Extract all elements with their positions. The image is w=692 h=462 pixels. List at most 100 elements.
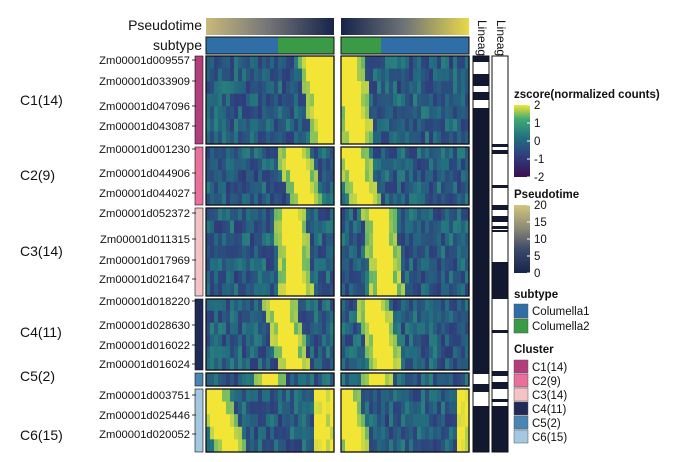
heat-cell — [218, 358, 223, 371]
heat-cell — [369, 283, 374, 297]
heat-cell — [206, 220, 211, 234]
heat-cell — [210, 106, 215, 120]
heat-cell — [401, 346, 406, 359]
heat-cell — [270, 118, 275, 133]
heat-cell — [318, 68, 323, 82]
heat-cell — [218, 373, 223, 387]
heat-cell — [357, 118, 362, 133]
heat-cell — [230, 426, 235, 440]
heat-cell — [214, 220, 219, 234]
heat-cell — [230, 322, 235, 336]
heat-cell — [238, 147, 243, 160]
heat-cell — [441, 299, 446, 312]
heat-cell — [218, 322, 223, 336]
heat-cell — [357, 81, 362, 95]
heat-cell — [421, 193, 426, 206]
heat-cell — [461, 258, 466, 272]
heat-cell — [397, 414, 402, 428]
heat-cell — [445, 401, 450, 415]
heat-cell — [218, 299, 223, 312]
heat-cell — [397, 334, 402, 347]
heat-cell — [242, 68, 247, 82]
heat-cell — [226, 193, 231, 206]
heat-cell — [413, 299, 418, 312]
heat-cell — [397, 373, 402, 387]
cluster-legend: Cluster C1(14)C2(9)C3(14)C4(11)C5(2)C6(1… — [513, 344, 567, 444]
heat-cell — [381, 439, 386, 453]
heat-cell — [278, 56, 283, 70]
heat-cell — [206, 181, 211, 194]
heat-cell — [417, 401, 422, 415]
heat-cell — [457, 233, 462, 247]
heat-cell — [457, 193, 462, 206]
heat-cell — [246, 233, 251, 247]
heat-cell — [262, 106, 267, 120]
heat-cell — [381, 346, 386, 359]
heat-cell — [377, 310, 382, 324]
lineage-gap — [473, 100, 489, 108]
heat-cell — [266, 334, 271, 347]
heat-cell — [298, 208, 303, 222]
heat-cell — [294, 439, 299, 453]
heat-cell — [274, 389, 279, 403]
heat-cell — [286, 158, 291, 171]
heat-cell — [437, 334, 442, 347]
heat-cell — [393, 118, 398, 133]
heat-cell — [318, 283, 323, 297]
heat-cell — [369, 310, 374, 324]
heat-cell — [286, 414, 291, 428]
heat-cell — [290, 68, 295, 82]
heat-cell — [310, 158, 315, 171]
heat-cell — [453, 56, 458, 70]
heat-cell — [310, 346, 315, 359]
heat-cell — [234, 334, 239, 347]
heat-cell — [397, 322, 402, 336]
heat-cell — [214, 158, 219, 171]
heat-cell — [234, 131, 239, 145]
heat-cell — [230, 118, 235, 133]
heat-cell — [441, 346, 446, 359]
heat-cell — [453, 426, 458, 440]
heat-cell — [421, 346, 426, 359]
heat-cell — [226, 81, 231, 95]
heat-cell — [238, 334, 243, 347]
heat-cell — [401, 170, 406, 183]
heat-cell — [401, 158, 406, 171]
heat-cell — [385, 270, 390, 285]
gene-label: Zm00001d043087 — [99, 121, 190, 133]
heat-cell — [413, 193, 418, 206]
heat-cell — [210, 233, 215, 247]
heat-cell — [318, 389, 323, 403]
heat-cell — [385, 245, 390, 259]
heat-cell — [445, 373, 450, 387]
heat-cell — [298, 358, 303, 371]
heat-cell — [210, 358, 215, 371]
heat-cell — [242, 147, 247, 160]
heat-cell — [310, 426, 315, 440]
heat-cell — [254, 233, 259, 247]
heat-cell — [214, 106, 219, 120]
heat-cell — [310, 373, 315, 387]
heat-cell — [282, 68, 287, 82]
heat-cell — [365, 426, 370, 440]
heat-cell — [449, 346, 454, 359]
heat-cell — [306, 233, 311, 247]
heat-cell — [274, 68, 279, 82]
heat-cell — [270, 158, 275, 171]
heat-cell — [242, 426, 247, 440]
heat-cell — [353, 56, 358, 70]
heat-cell — [246, 401, 251, 415]
heat-cell — [206, 131, 211, 145]
heat-cell — [465, 56, 470, 70]
heat-cell — [349, 193, 354, 206]
heat-cell — [262, 220, 267, 234]
heat-cell — [286, 245, 291, 259]
heat-cell — [298, 245, 303, 259]
heat-cell — [230, 299, 235, 312]
heat-cell — [282, 373, 287, 387]
heat-cell — [413, 389, 418, 403]
heat-cell — [242, 283, 247, 297]
heat-cell — [393, 81, 398, 95]
heat-cell — [274, 258, 279, 272]
heat-cell — [294, 270, 299, 285]
